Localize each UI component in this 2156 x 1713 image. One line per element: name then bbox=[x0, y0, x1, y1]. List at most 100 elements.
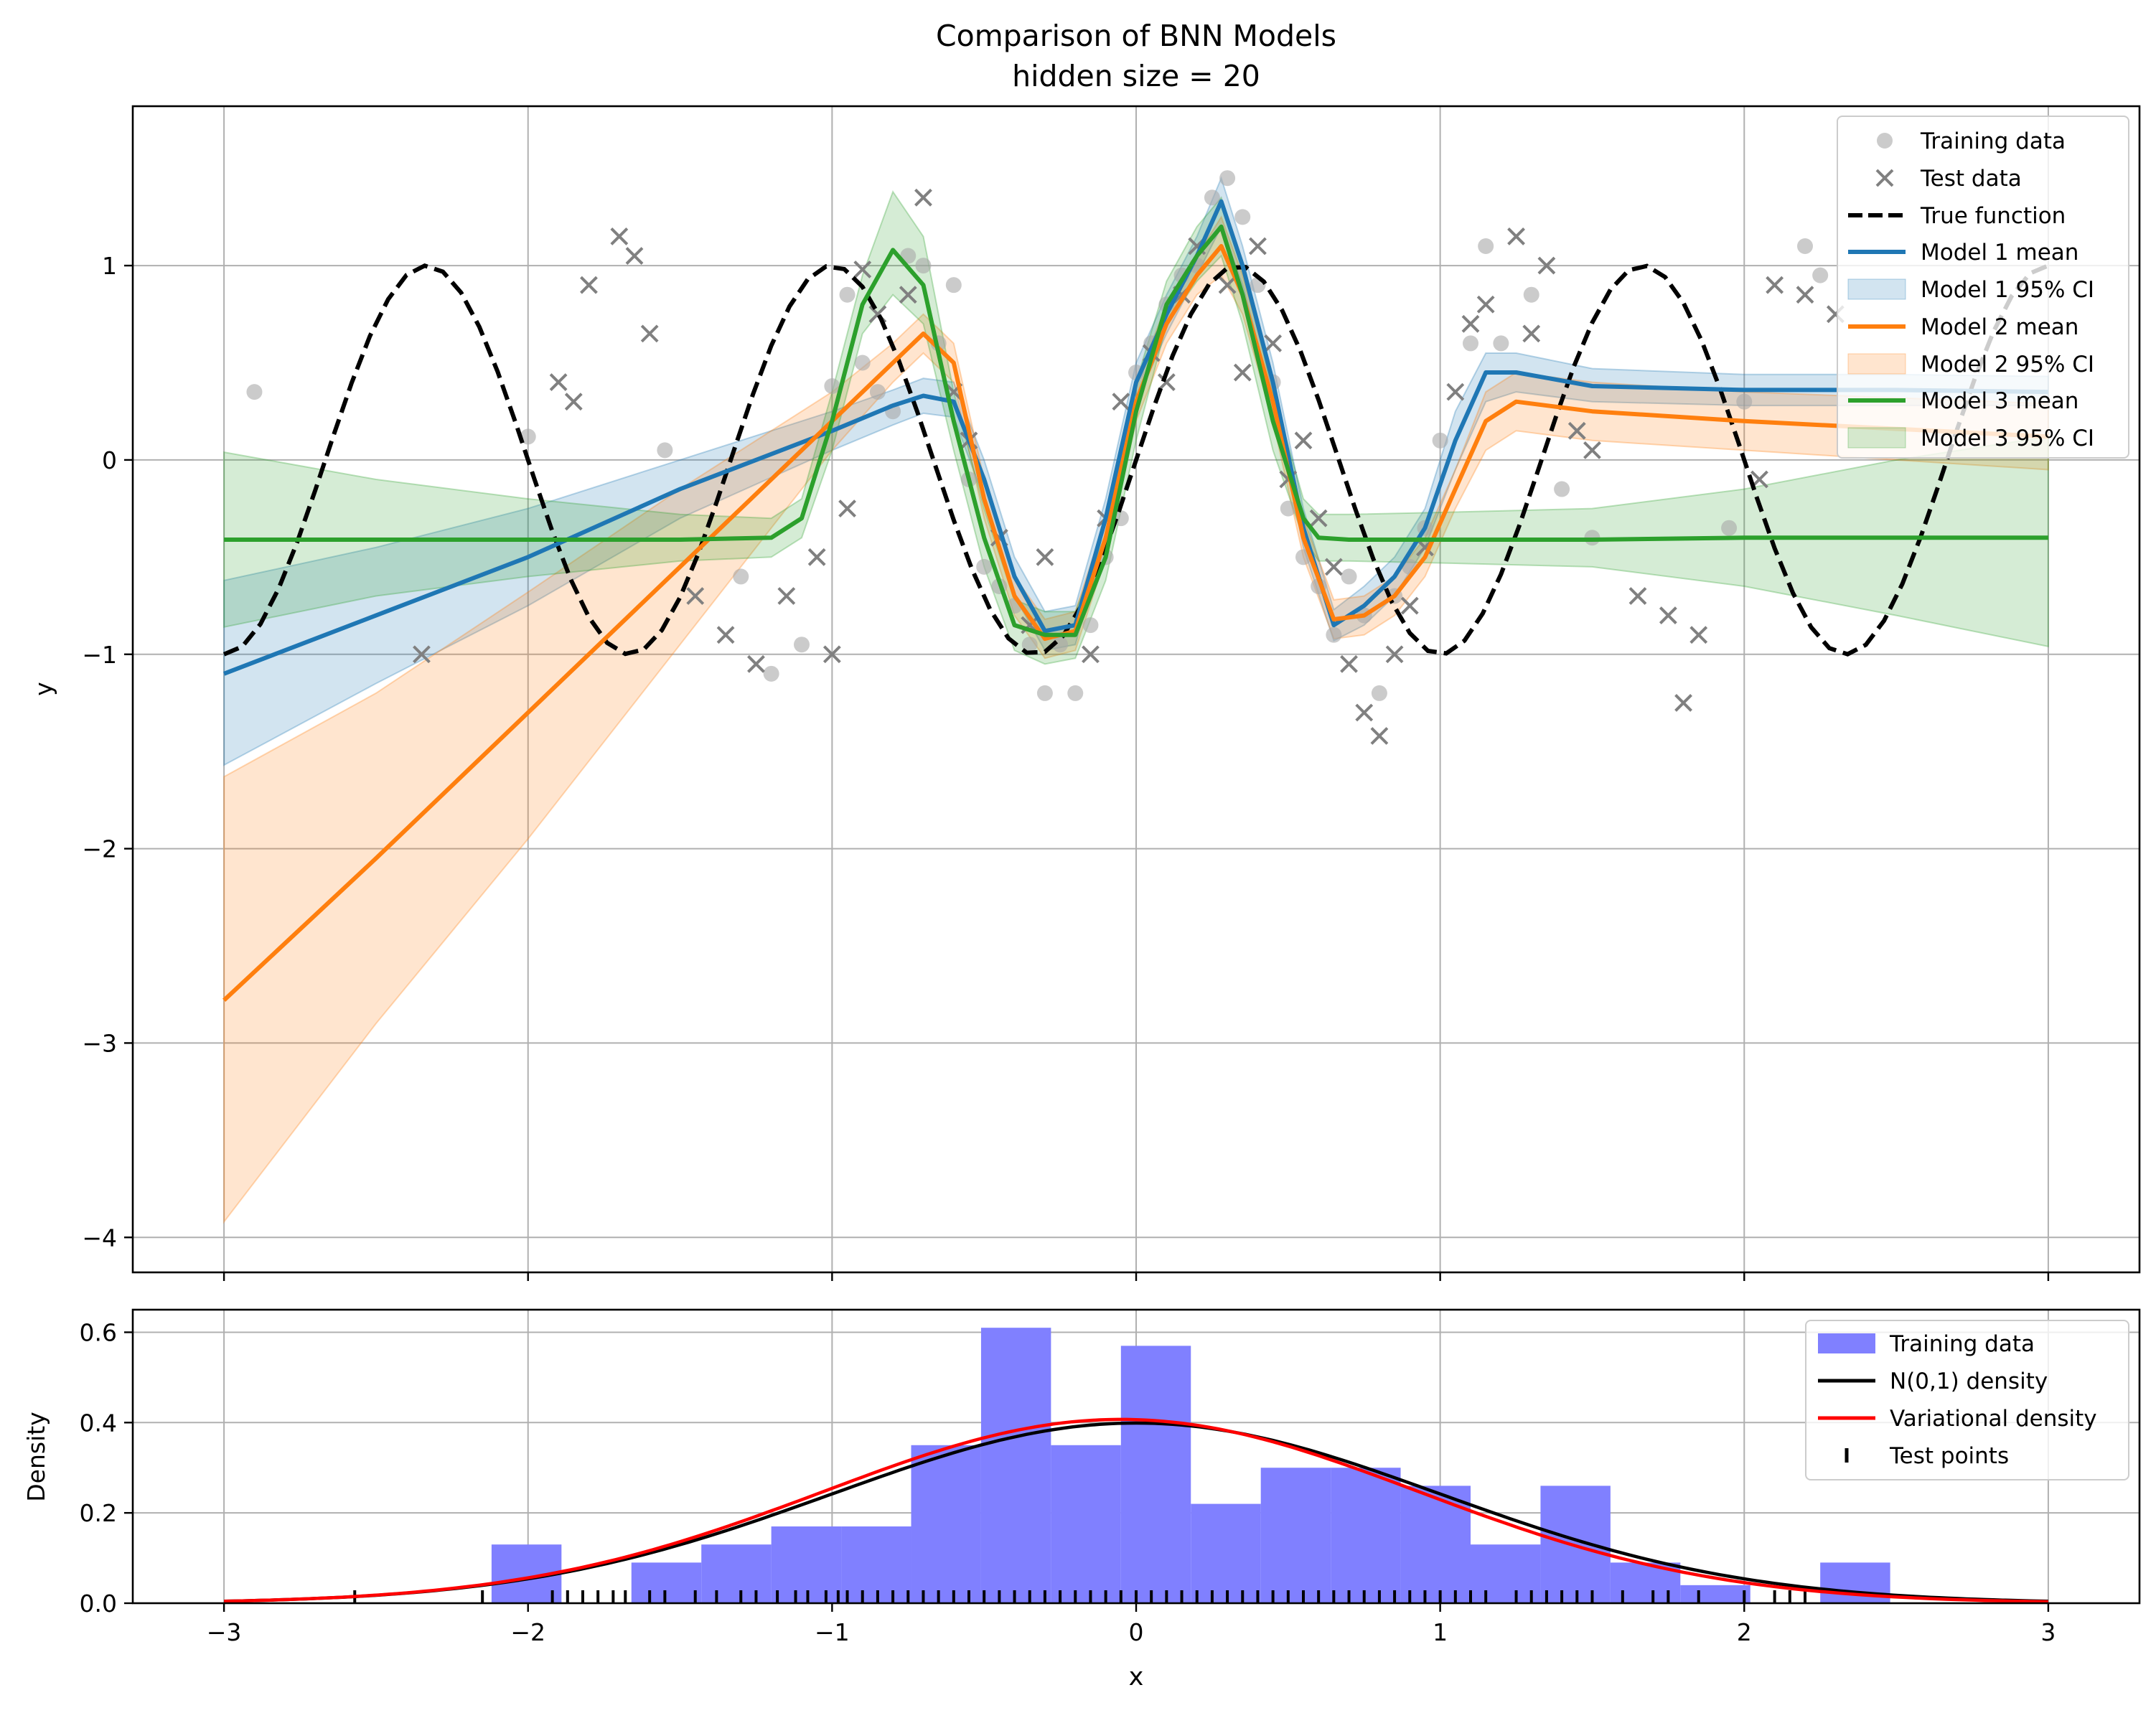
training-point bbox=[246, 384, 263, 400]
histogram-bar bbox=[980, 1328, 1051, 1603]
bottom-y-axis: 0.0 0.2 0.4 0.6 bbox=[80, 1318, 133, 1618]
test-point bbox=[838, 499, 856, 518]
test-point bbox=[1796, 286, 1814, 304]
histogram-bar bbox=[1471, 1544, 1541, 1603]
test-point bbox=[610, 227, 629, 245]
training-point bbox=[1341, 568, 1357, 585]
y-tick-label: 0.4 bbox=[80, 1409, 117, 1437]
bottom-test-ticks bbox=[353, 1590, 1806, 1603]
top-legend-label: Model 2 mean bbox=[1921, 314, 2078, 340]
test-point bbox=[1674, 694, 1692, 712]
y-tick-label: −2 bbox=[82, 835, 117, 863]
x-tick-label: −3 bbox=[207, 1618, 242, 1646]
test-point bbox=[914, 188, 932, 207]
test-point bbox=[853, 261, 872, 278]
test-point bbox=[1264, 334, 1283, 352]
training-point bbox=[657, 442, 673, 459]
test-point bbox=[716, 626, 735, 644]
y-tick-label: 0.2 bbox=[80, 1499, 117, 1527]
legend-model1-ci-patch bbox=[1847, 278, 1906, 300]
top-legend: Training data Test data True function Mo… bbox=[1837, 116, 2129, 459]
training-point bbox=[1721, 520, 1738, 536]
bottom-plot-area: 0.0 0.2 0.4 0.6 −3 −2 −1 0 1 2 3 Density x bbox=[22, 1308, 2141, 1691]
training-point bbox=[763, 665, 779, 682]
top-y-axis: −4 −3 −2 −1 0 1 bbox=[82, 252, 133, 1252]
bottom-x-axis: −3 −2 −1 0 1 2 3 bbox=[207, 1603, 2056, 1646]
training-point bbox=[824, 378, 840, 394]
test-point bbox=[640, 324, 659, 343]
histogram-bar bbox=[701, 1544, 772, 1603]
top-legend-label: Training data bbox=[1920, 128, 2066, 154]
test-point bbox=[1583, 441, 1601, 459]
histogram-bar bbox=[1191, 1503, 1261, 1603]
legend-model3-ci-patch bbox=[1847, 427, 1906, 449]
training-point bbox=[1052, 637, 1069, 653]
y-tick-label: 0.0 bbox=[80, 1590, 117, 1618]
training-point bbox=[1463, 335, 1478, 352]
histogram-bar bbox=[1400, 1486, 1471, 1603]
test-point bbox=[1082, 645, 1100, 664]
bottom-density-curves bbox=[224, 1417, 2048, 1604]
test-point bbox=[1689, 626, 1708, 644]
model-2-mean-line bbox=[222, 244, 2049, 1002]
training-point bbox=[839, 286, 856, 303]
training-point bbox=[869, 384, 886, 400]
test-point bbox=[1218, 276, 1237, 294]
top-legend-label: Test data bbox=[1920, 166, 2022, 192]
chart-title: Comparison of BNN Models bbox=[936, 19, 1336, 53]
x-tick-label: 2 bbox=[1737, 1618, 1752, 1646]
test-point bbox=[807, 548, 826, 566]
training-point bbox=[1204, 189, 1220, 206]
training-point bbox=[1021, 637, 1038, 653]
training-point bbox=[915, 258, 932, 274]
bottom-legend-label: N(0,1) density bbox=[1890, 1369, 2048, 1394]
y-tick-label: −4 bbox=[82, 1224, 117, 1252]
top-legend-label: Model 3 95% CI bbox=[1921, 426, 2094, 451]
x-tick-label: 1 bbox=[1433, 1618, 1448, 1646]
test-point bbox=[1370, 727, 1389, 745]
training-point bbox=[854, 355, 871, 371]
training-point bbox=[976, 558, 993, 575]
bottom-x-axis-label: x bbox=[1129, 1663, 1144, 1691]
training-point bbox=[1082, 617, 1099, 634]
x-tick-label: −2 bbox=[510, 1618, 545, 1646]
test-point bbox=[1324, 558, 1343, 576]
histogram-bar bbox=[911, 1445, 981, 1603]
histogram-bar bbox=[771, 1526, 842, 1603]
histogram-bar bbox=[1331, 1468, 1401, 1603]
test-point bbox=[1537, 256, 1556, 275]
test-point bbox=[1507, 227, 1525, 245]
training-point bbox=[1219, 170, 1236, 187]
top-legend-frame bbox=[1837, 116, 2129, 459]
test-point bbox=[1446, 383, 1465, 401]
test-point bbox=[1294, 431, 1313, 450]
true-function-line bbox=[222, 263, 2050, 657]
chart-subtitle: hidden size = 20 bbox=[1012, 59, 1260, 93]
y-tick-label: −1 bbox=[82, 641, 117, 669]
top-plot-area: −4 −3 −2 −1 0 1 y bbox=[29, 105, 2141, 1281]
histogram-bar bbox=[1051, 1445, 1121, 1603]
top-grid bbox=[133, 106, 2139, 1272]
bottom-y-axis-label: Density bbox=[22, 1412, 50, 1501]
top-mean-lines bbox=[222, 199, 2049, 1002]
training-point bbox=[1812, 267, 1829, 283]
histogram-bar bbox=[1260, 1468, 1331, 1603]
bottom-legend: Training data N(0,1) density Variational… bbox=[1805, 1320, 2129, 1480]
training-point bbox=[733, 568, 749, 585]
training-point bbox=[1067, 685, 1084, 701]
legend-model2-ci-patch bbox=[1847, 353, 1906, 375]
training-point bbox=[520, 428, 536, 445]
bottom-legend-label: Test points bbox=[1889, 1443, 2009, 1469]
top-legend-label: True function bbox=[1920, 203, 2066, 229]
top-legend-label: Model 2 95% CI bbox=[1921, 352, 2094, 377]
legend-test-marker bbox=[1875, 169, 1894, 187]
y-tick-label: −3 bbox=[82, 1029, 117, 1057]
x-tick-label: 0 bbox=[1129, 1618, 1144, 1646]
y-tick-label: 0 bbox=[102, 446, 117, 474]
bottom-histogram bbox=[491, 1328, 1890, 1603]
test-point bbox=[1157, 373, 1176, 391]
test-point bbox=[747, 654, 765, 673]
top-test-points bbox=[413, 188, 1845, 745]
training-point bbox=[1280, 500, 1296, 517]
x-tick-label: −1 bbox=[815, 1618, 850, 1646]
